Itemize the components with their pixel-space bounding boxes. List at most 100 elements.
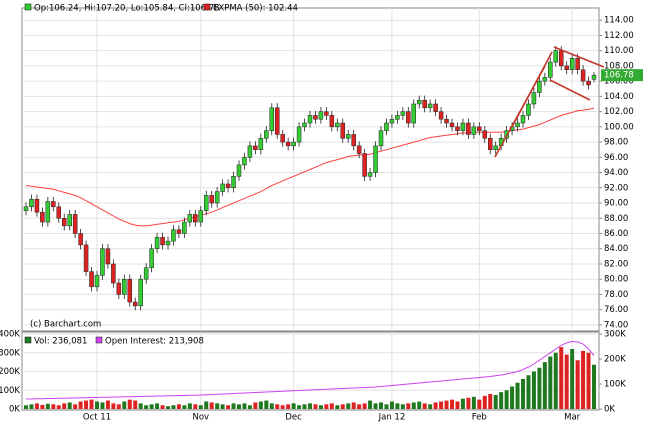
volume-bar (204, 401, 209, 409)
y-tick-label: 94.00 (604, 168, 628, 178)
y2-tick-label: 200K (604, 355, 626, 365)
y-tick-label: 96.00 (604, 153, 628, 163)
candle-body (51, 201, 56, 208)
candle-body (553, 50, 559, 63)
candle-body (548, 61, 553, 78)
candle-body (373, 145, 378, 173)
candle-body (466, 122, 471, 135)
volume-bar (258, 401, 263, 409)
volume-bar (553, 352, 558, 409)
y-tick-label: 80.00 (604, 275, 628, 285)
y-tick-label: 200K (0, 367, 20, 377)
volume-bar (302, 404, 307, 409)
trend-lines (494, 46, 605, 158)
candle-body (307, 115, 313, 124)
volume-bar (62, 403, 67, 409)
candle-body (61, 218, 67, 227)
volume-bar (215, 403, 220, 409)
volume-bar (56, 405, 61, 409)
volume-bar (133, 400, 138, 409)
volume-bar (471, 396, 476, 409)
y-tick-label: 98.00 (604, 138, 628, 148)
marks-layer (23, 46, 597, 409)
candle-body (34, 198, 40, 213)
volume-bar (531, 371, 536, 409)
volume-bar (411, 402, 416, 409)
candle-body (411, 103, 417, 124)
candle-body (143, 267, 149, 280)
volume-bar (291, 403, 296, 409)
volume-bar (122, 401, 127, 409)
candle-body (340, 122, 346, 139)
y2-tick-label: 0K (604, 405, 615, 415)
volume-bar (346, 403, 351, 409)
candle-body (324, 111, 329, 116)
volume-bar (51, 404, 56, 409)
candle-body (542, 77, 548, 82)
candle-body (83, 244, 89, 272)
volume-bar (482, 395, 487, 409)
candle-body (198, 210, 204, 223)
volume-bar (171, 405, 176, 409)
candle-body (367, 172, 373, 177)
volume-bar (417, 401, 422, 409)
candle-body (203, 195, 209, 211)
volume-bar (362, 403, 367, 409)
x-tick-label: Jan 12 (378, 413, 406, 422)
candle-body (345, 134, 351, 139)
volume-bar (100, 402, 105, 409)
volume-bar (450, 399, 454, 409)
last-price-box (601, 69, 643, 82)
open-interest-line (26, 340, 595, 400)
candle-body (209, 195, 214, 204)
y-tick-label: 86.00 (604, 229, 628, 239)
candle-body (455, 126, 460, 131)
volume-bar (444, 400, 449, 409)
volume-bar (564, 354, 569, 409)
volume-bar (400, 404, 405, 409)
candle-body (493, 145, 498, 150)
volume-bar (40, 404, 45, 409)
volume-bar (308, 403, 312, 409)
candle-body (406, 111, 411, 124)
candle-body (318, 111, 324, 120)
candle-body (214, 191, 220, 204)
candle-body (378, 130, 384, 147)
y-tick-label: 100.00 (604, 122, 634, 132)
y-tick-label: 84.00 (604, 244, 628, 254)
candle-body (40, 211, 45, 223)
volume-bar (182, 405, 187, 409)
candle-body (247, 145, 253, 158)
ema-legend: EXPMA (50): 102.44 (213, 4, 298, 14)
candle-body (182, 221, 187, 234)
candle-body (285, 141, 291, 147)
candle-body (154, 237, 160, 249)
volume-bar (78, 401, 83, 409)
candle-body (67, 214, 72, 227)
volume-bar (144, 405, 149, 409)
volume-bar (187, 403, 192, 409)
volume-bar (581, 350, 586, 409)
volume-bar (521, 379, 525, 409)
candle-body (29, 198, 34, 208)
candle-body (389, 118, 395, 124)
volume-bar (286, 404, 291, 409)
trend-line (511, 51, 553, 128)
volume-bar (548, 356, 553, 409)
candle-body (132, 301, 138, 307)
volume-bar (466, 397, 471, 409)
y-tick-label: 108.00 (604, 61, 634, 71)
volume-bar (313, 404, 318, 409)
candle-body (575, 58, 580, 70)
x-tick-label: Dec (285, 413, 302, 422)
y-tick-label: 78.00 (604, 290, 628, 300)
candle-body (449, 122, 455, 128)
volume-bar (586, 352, 591, 409)
volume-bar (264, 400, 269, 409)
volume-bar (433, 402, 438, 409)
volume-bar (318, 405, 323, 409)
y-tick-label: 300K (0, 348, 20, 358)
volume-bar (422, 403, 427, 409)
volume-bar (389, 401, 394, 409)
y-tick-label: 104.00 (604, 92, 634, 102)
